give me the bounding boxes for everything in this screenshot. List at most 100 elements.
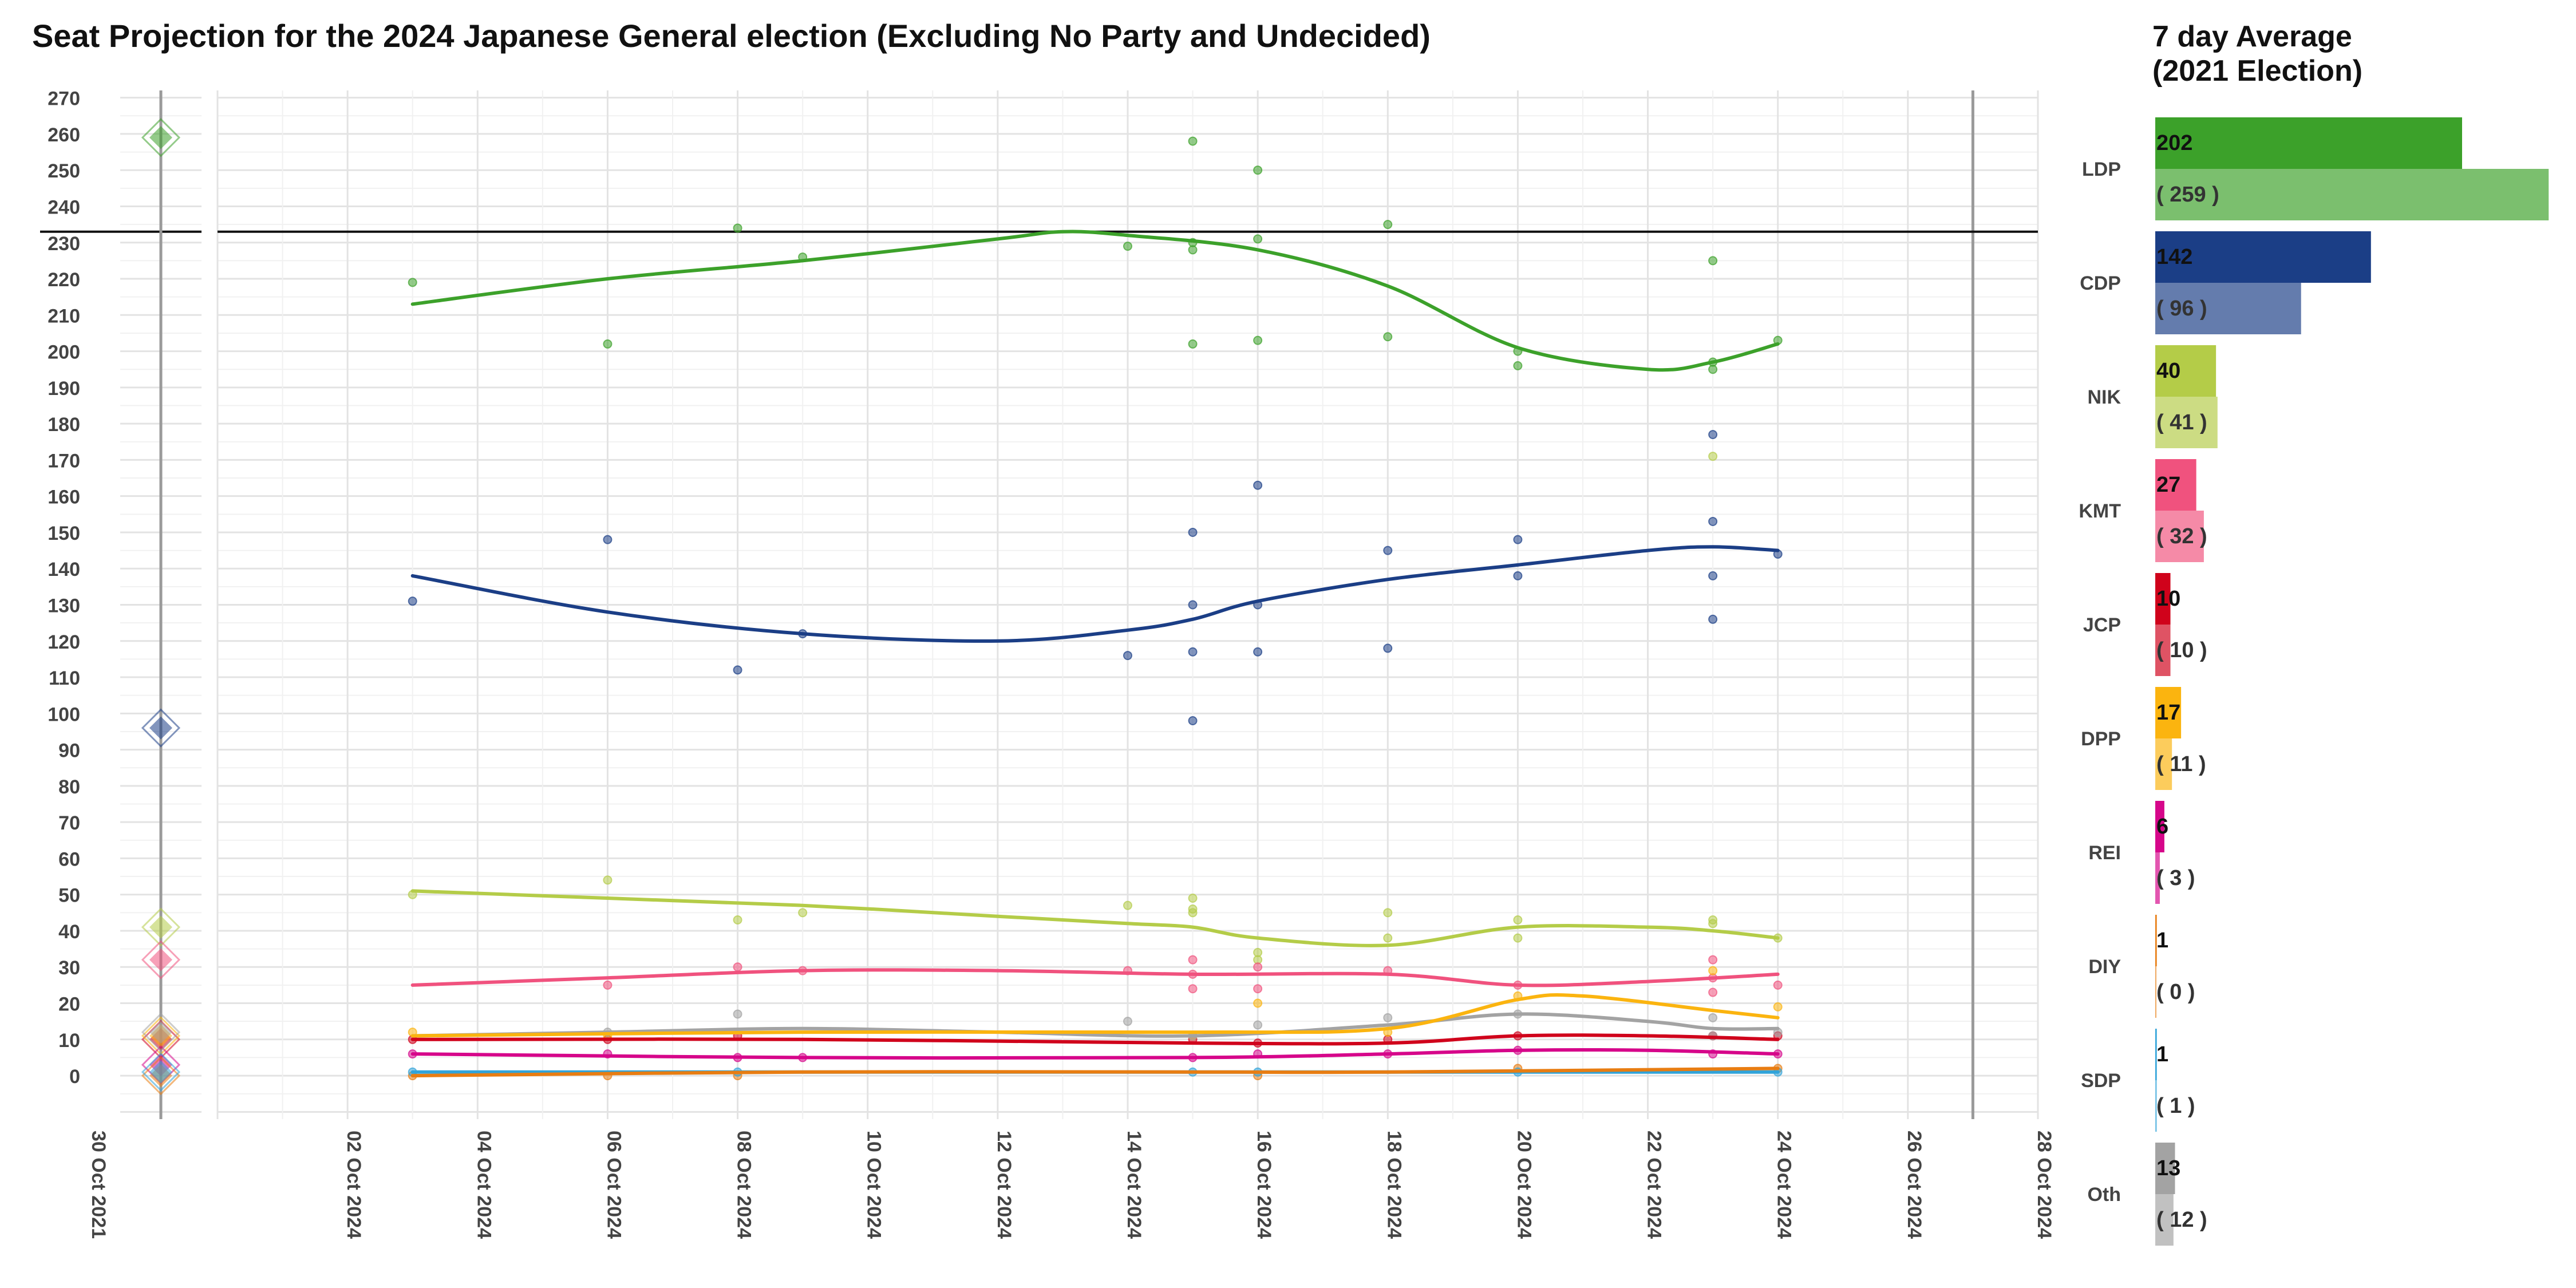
election-diamond-outline-sdp xyxy=(141,1052,181,1092)
poll-point-kmt xyxy=(733,962,742,972)
bar-category-label-nik: NIK xyxy=(2087,386,2121,408)
poll-point-kmt xyxy=(1253,962,1263,972)
bar-label-current-oth: 13 xyxy=(2156,1156,2180,1180)
trend-line-diy xyxy=(410,1066,1780,1078)
y-tick-label: 230 xyxy=(48,233,80,255)
election-diamond-outline-kmt xyxy=(141,940,181,979)
bar-2021-cdp xyxy=(2155,283,2301,334)
bar-category-label-cdp: CDP xyxy=(2080,272,2121,294)
election-diamond-ldp xyxy=(149,126,172,149)
bar-category-label-dpp: DPP xyxy=(2081,728,2121,750)
trend-line-jcp xyxy=(410,1033,1780,1046)
poll-point-cdp xyxy=(1708,614,1718,624)
bar-label-2021-rei: ( 3 ) xyxy=(2156,866,2195,890)
y-tick-label: 80 xyxy=(58,776,80,798)
x-tick-label: 08 Oct 2024 xyxy=(733,1131,755,1239)
x-tick-label: 02 Oct 2024 xyxy=(343,1131,365,1239)
bar-label-current-jcp: 10 xyxy=(2156,587,2180,611)
bar-label-current-ldp: 202 xyxy=(2156,131,2192,155)
bar-category-label-ldp: LDP xyxy=(2082,159,2121,180)
poll-point-ldp xyxy=(1383,332,1393,342)
bar-category-label-sdp: SDP xyxy=(2081,1070,2121,1092)
bar-current-diy xyxy=(2155,915,2157,966)
poll-point-nik xyxy=(1383,933,1393,943)
poll-point-ldp xyxy=(1513,361,1523,370)
bar-2021-rei xyxy=(2155,852,2160,904)
poll-point-dpp xyxy=(1773,1002,1783,1012)
bar-label-current-kmt: 27 xyxy=(2156,473,2180,497)
y-tick-label: 140 xyxy=(48,559,80,580)
poll-point-cdp xyxy=(1708,516,1718,526)
bar-label-current-rei: 6 xyxy=(2156,815,2168,839)
poll-point-nik xyxy=(1123,900,1132,910)
bar-2021-nik xyxy=(2155,397,2218,448)
poll-point-nik xyxy=(733,915,742,924)
bar-2021-dpp xyxy=(2155,738,2172,790)
poll-point-oth xyxy=(1708,1013,1718,1022)
election-diamond-sdp xyxy=(149,1060,172,1084)
poll-point-ldp xyxy=(1708,365,1718,374)
y-tick-label: 250 xyxy=(48,160,80,182)
poll-point-ldp xyxy=(1253,165,1263,175)
poll-point-cdp xyxy=(1708,430,1718,440)
bar-current-cdp xyxy=(2155,231,2371,283)
poll-point-nik xyxy=(603,875,613,885)
poll-point-dpp xyxy=(1708,966,1718,975)
bar-category-label-rei: REI xyxy=(2088,842,2121,864)
poll-point-cdp xyxy=(1123,651,1132,661)
y-tick-label: 190 xyxy=(48,378,80,400)
bar-2021-kmt xyxy=(2155,511,2204,562)
bar-category-label-jcp: JCP xyxy=(2083,614,2121,636)
election-diamond-oth xyxy=(149,1021,172,1044)
y-tick-label: 270 xyxy=(48,88,80,110)
poll-point-ldp xyxy=(408,278,417,287)
y-tick-label: 130 xyxy=(48,595,80,617)
chart-title: Seat Projection for the 2024 Japanese Ge… xyxy=(32,18,1431,54)
poll-point-nik xyxy=(1383,908,1393,918)
series-layer xyxy=(408,136,1783,1081)
y-tick-label: 0 xyxy=(69,1066,80,1088)
x-tick-label: 18 Oct 2024 xyxy=(1383,1131,1405,1239)
x-tick-label: 14 Oct 2024 xyxy=(1123,1131,1145,1239)
poll-point-nik xyxy=(1513,915,1523,924)
bar-label-2021-nik: ( 41 ) xyxy=(2156,410,2207,434)
y-tick-label: 200 xyxy=(48,342,80,364)
y-tick-label: 260 xyxy=(48,124,80,146)
bar-2021-diy xyxy=(2155,966,2156,1018)
bar-current-nik xyxy=(2155,345,2217,397)
y-tick-label: 240 xyxy=(48,196,80,218)
poll-point-cdp xyxy=(1188,716,1198,725)
y-tick-label: 180 xyxy=(48,414,80,436)
poll-point-nik xyxy=(1708,919,1718,929)
y-tick-label: 70 xyxy=(58,812,80,834)
bar-label-2021-diy: ( 0 ) xyxy=(2156,980,2195,1004)
bar-label-2021-kmt: ( 32 ) xyxy=(2156,524,2207,548)
poll-point-dpp xyxy=(1253,998,1263,1008)
poll-point-ldp xyxy=(1188,136,1198,146)
poll-point-ldp xyxy=(1188,339,1198,349)
y-tick-label: 60 xyxy=(58,848,80,870)
trend-line-rei xyxy=(410,1048,1780,1060)
bar-panel-title-line2: (2021 Election) xyxy=(2152,54,2363,88)
y-tick-label: 20 xyxy=(58,994,80,1016)
x-tick-label: 24 Oct 2024 xyxy=(1773,1131,1795,1239)
poll-point-ldp xyxy=(1708,256,1718,266)
poll-point-nik xyxy=(1708,452,1718,461)
bar-2021-ldp xyxy=(2155,169,2549,220)
poll-point-nik xyxy=(1188,894,1198,903)
poll-point-nik xyxy=(1188,908,1198,918)
bar-label-current-sdp: 1 xyxy=(2156,1042,2168,1066)
poll-point-oth xyxy=(733,1009,742,1019)
y-tick-label: 110 xyxy=(49,667,80,689)
poll-point-oth xyxy=(1123,1017,1132,1026)
x-tick-label: 06 Oct 2024 xyxy=(603,1131,625,1239)
bar-2021-oth xyxy=(2155,1194,2174,1246)
election-diamond-nik xyxy=(149,915,172,939)
y-tick-label: 170 xyxy=(48,450,80,472)
bar-label-current-nik: 40 xyxy=(2156,359,2180,383)
poll-point-cdp xyxy=(1253,647,1263,657)
bar-2021-jcp xyxy=(2155,625,2171,676)
y-tick-label: 210 xyxy=(48,305,80,327)
poll-point-oth xyxy=(1383,1013,1393,1022)
bar-label-2021-sdp: ( 1 ) xyxy=(2156,1094,2195,1118)
